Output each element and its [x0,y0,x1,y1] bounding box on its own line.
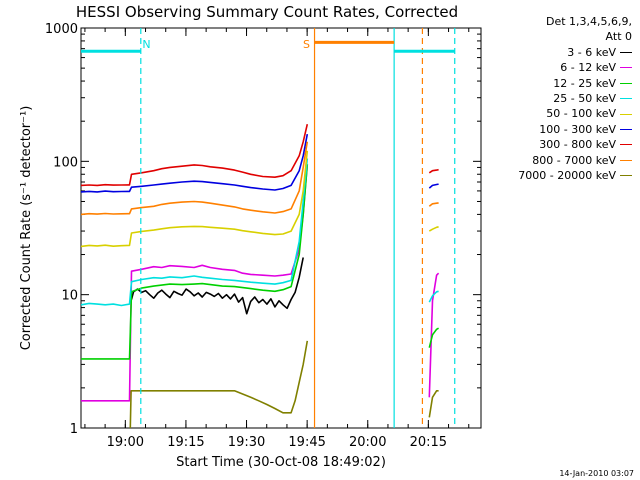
legend-entry: 12 - 25 keV [484,76,632,91]
legend-entry: 6 - 12 keV [484,60,632,75]
x-tick-label: 20:00 [349,435,386,450]
legend-swatch [620,159,632,161]
legend-entry: 3 - 6 keV [484,45,632,60]
series-line-7000-20000-keV [428,389,439,418]
legend-swatch [620,82,632,84]
tick-labels: 1 10 100 1000 19:00 19:15 19:30 19:45 20:00 20:15 [45,22,447,450]
legend-entries: 3 - 6 keV 6 - 12 keV 12 - 25 keV 25 - 50 ke… [484,45,632,184]
annotation-S: S [303,38,310,51]
x-tick-label: 19:45 [288,435,325,450]
series-line-7000-20000-keV [129,340,309,428]
series-line-300-800-keV [428,168,439,174]
series-line-6-12-keV [428,272,440,398]
legend-label: 800 - 7000 keV [532,153,616,167]
legend-label: 25 - 50 keV [553,92,616,106]
series-line-12-25-keV [428,327,439,348]
series-line-25-50-keV [81,158,309,307]
legend-header-line2: Att 0 [605,30,632,44]
series-line-100-300-keV [428,183,439,189]
legend-entry: 50 - 100 keV [484,106,632,121]
legend-entry: 7000 - 20000 keV [484,168,632,183]
x-tick-label: 19:30 [228,435,265,450]
y-tick-label: 1000 [45,22,78,37]
legend-swatch [620,52,632,54]
axes-ticks [81,27,481,429]
legend-swatch [620,144,632,146]
x-tick-label: 19:00 [107,435,144,450]
series-line-25-50-keV [428,290,439,303]
legend-label: 3 - 6 keV [567,45,616,59]
legend-label: 100 - 300 keV [539,122,616,136]
chart-title: HESSI Observing Summary Count Rates, Cor… [76,3,458,21]
series-line-800-7000-keV [81,141,309,216]
plot-frame [80,27,482,429]
legend-label: 300 - 800 keV [539,138,616,152]
legend-label: 12 - 25 keV [553,76,616,90]
legend-swatch [620,175,632,177]
x-axis-label: Start Time (30-Oct-08 18:49:02) [176,455,386,470]
series-line-100-300-keV [81,133,309,193]
series-line-12-25-keV [81,164,309,360]
x-tick-label: 19:15 [167,435,204,450]
legend-entry: 25 - 50 keV [484,91,632,106]
y-tick-label: 1 [70,422,78,437]
series-line-6-12-keV [81,164,309,402]
y-tick-label: 10 [61,289,78,304]
legend-swatch [620,67,632,69]
legend-entry: 800 - 7000 keV [484,153,632,168]
y-tick-label: 100 [53,155,78,170]
legend: Det 1,3,4,5,6,9, Att 0 3 - 6 keV 6 - 12 k… [484,14,632,183]
annotation-N: N [142,38,150,51]
x-tick-label: 20:15 [410,435,447,450]
legend-label: 50 - 100 keV [546,107,616,121]
legend-label: 6 - 12 keV [560,61,616,75]
legend-swatch [620,129,632,131]
legend-entry: 300 - 800 keV [484,137,632,152]
series-layer [81,124,440,428]
legend-entry: 100 - 300 keV [484,122,632,137]
legend-header-line1: Det 1,3,4,5,6,9, [545,15,632,28]
series-line-50-100-keV [81,150,309,248]
y-axis-label: Corrected Count Rate (s⁻¹ detector⁻¹) [19,106,34,351]
legend-swatch [620,98,632,100]
series-line-800-7000-keV [428,202,439,207]
series-line-300-800-keV [81,124,309,187]
plot-border [80,27,482,429]
legend-swatch [620,113,632,115]
legend-label: 7000 - 20000 keV [518,169,616,183]
series-line-3-6-keV [130,257,304,315]
series-line-50-100-keV [428,226,439,232]
footer-timestamp: 14-Jan-2010 03:07 [559,469,634,478]
